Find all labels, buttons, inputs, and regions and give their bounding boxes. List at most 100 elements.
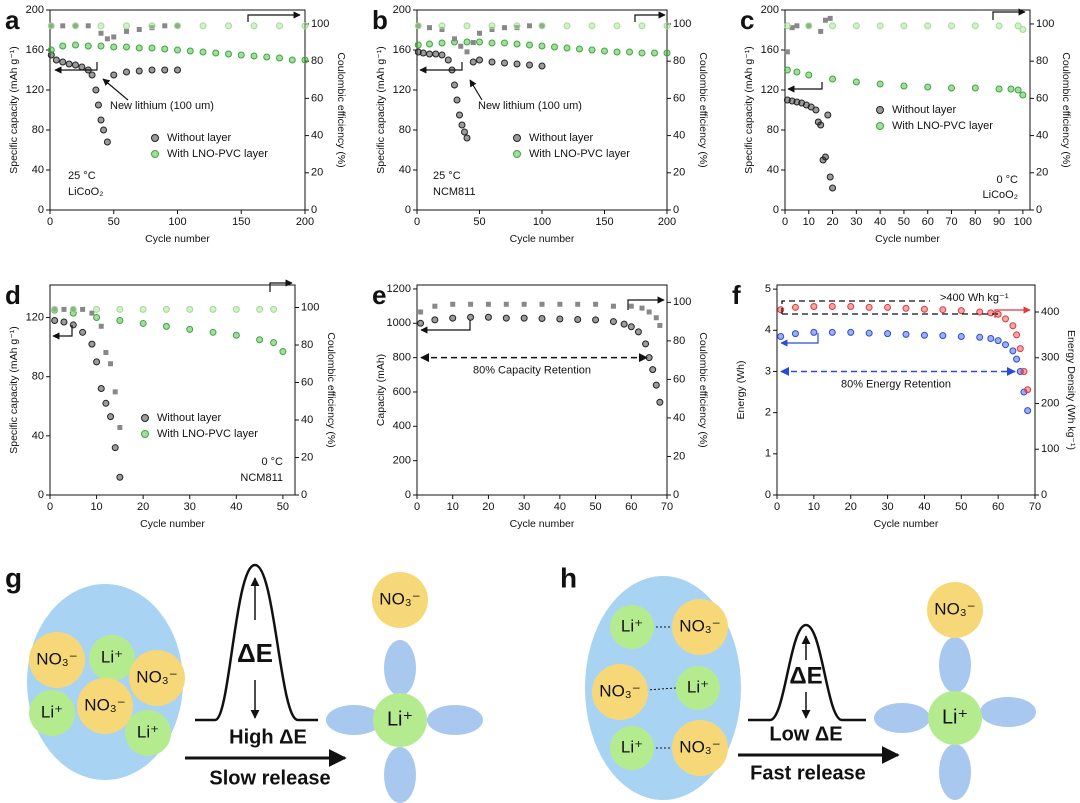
point [72, 41, 79, 49]
point [653, 315, 659, 321]
point [148, 44, 156, 52]
point [513, 22, 521, 30]
x-tick-label: 60 [992, 501, 1004, 513]
point [574, 316, 582, 324]
legend-label: With LNO-PVC layer [167, 148, 268, 160]
x-tick-label: 20 [482, 501, 494, 513]
point [225, 22, 232, 30]
annotation: >400 Wh kg⁻¹ [940, 292, 1009, 304]
y-axis-label: Capacity (mAh) [375, 354, 387, 426]
point [468, 301, 474, 307]
point [539, 301, 545, 307]
ion-label: Li⁺ [137, 722, 159, 741]
point [527, 23, 532, 29]
point [417, 319, 425, 327]
point [971, 22, 979, 30]
axis-arrow [787, 82, 823, 93]
point [98, 30, 104, 36]
y2-tick-label: 40 [673, 129, 685, 141]
point [458, 121, 466, 129]
point [59, 42, 67, 50]
point [116, 316, 124, 324]
lithium-ion [89, 635, 135, 681]
axis-arrow [54, 62, 98, 74]
y2-tick-label: 100 [1036, 18, 1054, 30]
point [463, 38, 471, 46]
legend-label: With LNO-PVC layer [157, 428, 258, 440]
point [526, 41, 533, 49]
point [288, 56, 296, 64]
point [502, 25, 507, 31]
point [449, 314, 457, 322]
lithium-ion [928, 691, 982, 745]
y2-tick-label: 100 [673, 18, 691, 30]
x-tick-label: 150 [232, 216, 250, 228]
point [810, 303, 818, 311]
point [186, 305, 194, 313]
y2-tick-label: 60 [301, 376, 313, 388]
point [225, 50, 232, 58]
legend-marker [141, 414, 149, 422]
x-tick-label: 20 [826, 216, 838, 228]
point [162, 322, 170, 330]
ion-label: NO₃⁻ [679, 737, 720, 756]
point [79, 328, 87, 336]
y-axis-label: Energy (Wh) [735, 361, 747, 420]
point [97, 22, 105, 30]
plot-frame [416, 284, 668, 496]
point [139, 319, 147, 327]
legend-label: Without layer [167, 132, 232, 144]
point [794, 23, 800, 29]
point [451, 81, 458, 89]
point [783, 66, 791, 74]
point [276, 54, 283, 62]
y-tick-label: 5 [765, 283, 771, 295]
point [488, 22, 496, 30]
y-tick-label: 160 [761, 44, 779, 56]
point [301, 22, 309, 30]
point [777, 306, 785, 314]
y2-tick-label: 80 [1036, 55, 1048, 67]
point [414, 22, 422, 30]
legend-marker [513, 134, 521, 142]
x-tick-label: 0 [774, 501, 780, 513]
y2-tick-label: 80 [673, 55, 685, 67]
point [161, 45, 169, 53]
point [876, 22, 884, 30]
x-tick-label: 20 [845, 501, 857, 513]
ion-label: Li⁺ [687, 677, 709, 696]
point [884, 330, 892, 338]
point [84, 42, 92, 50]
y-tick-label: 120 [26, 311, 44, 323]
y-tick-label: 1000 [387, 317, 411, 329]
point [539, 23, 545, 29]
x-tick-label: 30 [881, 501, 893, 513]
x-tick-label: 0 [414, 501, 420, 513]
legend-label: Without layer [157, 412, 222, 424]
point [563, 44, 571, 52]
point [626, 48, 633, 56]
point [556, 315, 564, 323]
point [1013, 355, 1021, 363]
point [276, 22, 283, 30]
y2-axis-label: Coulombic efficiency (%) [697, 332, 709, 447]
point [174, 66, 181, 74]
ion-label: NO₃⁻ [599, 681, 640, 700]
point [847, 303, 855, 311]
point [111, 34, 117, 40]
y-axis-label: Specific capacity (mAh g⁻¹) [8, 326, 20, 454]
x-tick-label: 0 [414, 216, 420, 228]
point [432, 50, 440, 58]
x-tick-label: 50 [955, 501, 967, 513]
point [824, 111, 832, 119]
point [810, 328, 818, 336]
point [995, 85, 1003, 93]
point [458, 43, 464, 49]
annotation: 0 °C [261, 456, 283, 468]
point [652, 381, 660, 389]
point [72, 22, 79, 30]
y2-tick-label: 80 [673, 335, 685, 347]
panel-letter: d [5, 280, 21, 310]
x-tick-label: 30 [850, 216, 862, 228]
y-tick-label: 600 [393, 386, 411, 398]
